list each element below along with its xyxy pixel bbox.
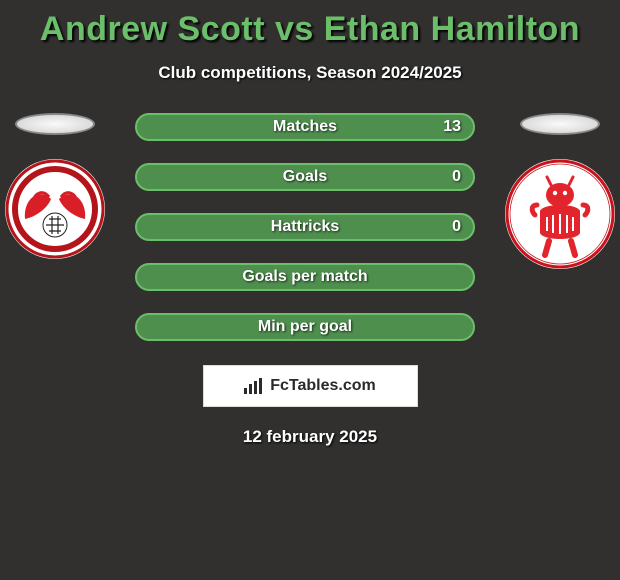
player-left-indicator bbox=[15, 113, 95, 135]
stat-label: Goals per match bbox=[242, 268, 367, 286]
stat-row-matches: Matches 13 bbox=[135, 113, 475, 141]
stat-right-value: 13 bbox=[443, 118, 461, 136]
brand-footer[interactable]: FcTables.com bbox=[203, 365, 418, 407]
stat-label: Matches bbox=[273, 118, 337, 136]
lincoln-city-crest bbox=[505, 159, 615, 269]
comparison-date: 12 february 2025 bbox=[0, 427, 620, 447]
stat-label: Min per goal bbox=[258, 318, 352, 336]
stat-label: Hattricks bbox=[271, 218, 339, 236]
brand-label: FcTables.com bbox=[270, 377, 376, 395]
comparison-subtitle: Club competitions, Season 2024/2025 bbox=[0, 63, 620, 83]
player-right-column bbox=[505, 113, 615, 269]
leyton-orient-crest bbox=[5, 159, 105, 259]
stat-right-value: 0 bbox=[452, 168, 461, 186]
bar-chart-icon bbox=[244, 378, 264, 394]
player-left-column bbox=[5, 113, 105, 259]
comparison-title: Andrew Scott vs Ethan Hamilton bbox=[0, 0, 620, 49]
crest-left-icon bbox=[5, 159, 105, 259]
stat-row-goals: Goals 0 bbox=[135, 163, 475, 191]
stat-row-hattricks: Hattricks 0 bbox=[135, 213, 475, 241]
player-right-indicator bbox=[520, 113, 600, 135]
stat-row-goals-per-match: Goals per match bbox=[135, 263, 475, 291]
stat-right-value: 0 bbox=[452, 218, 461, 236]
stats-panel: Matches 13 Goals 0 Hattricks 0 Goals per… bbox=[135, 113, 475, 341]
stat-label: Goals bbox=[283, 168, 327, 186]
stat-row-min-per-goal: Min per goal bbox=[135, 313, 475, 341]
main-content: Matches 13 Goals 0 Hattricks 0 Goals per… bbox=[0, 113, 620, 341]
crest-right-icon bbox=[505, 159, 615, 269]
